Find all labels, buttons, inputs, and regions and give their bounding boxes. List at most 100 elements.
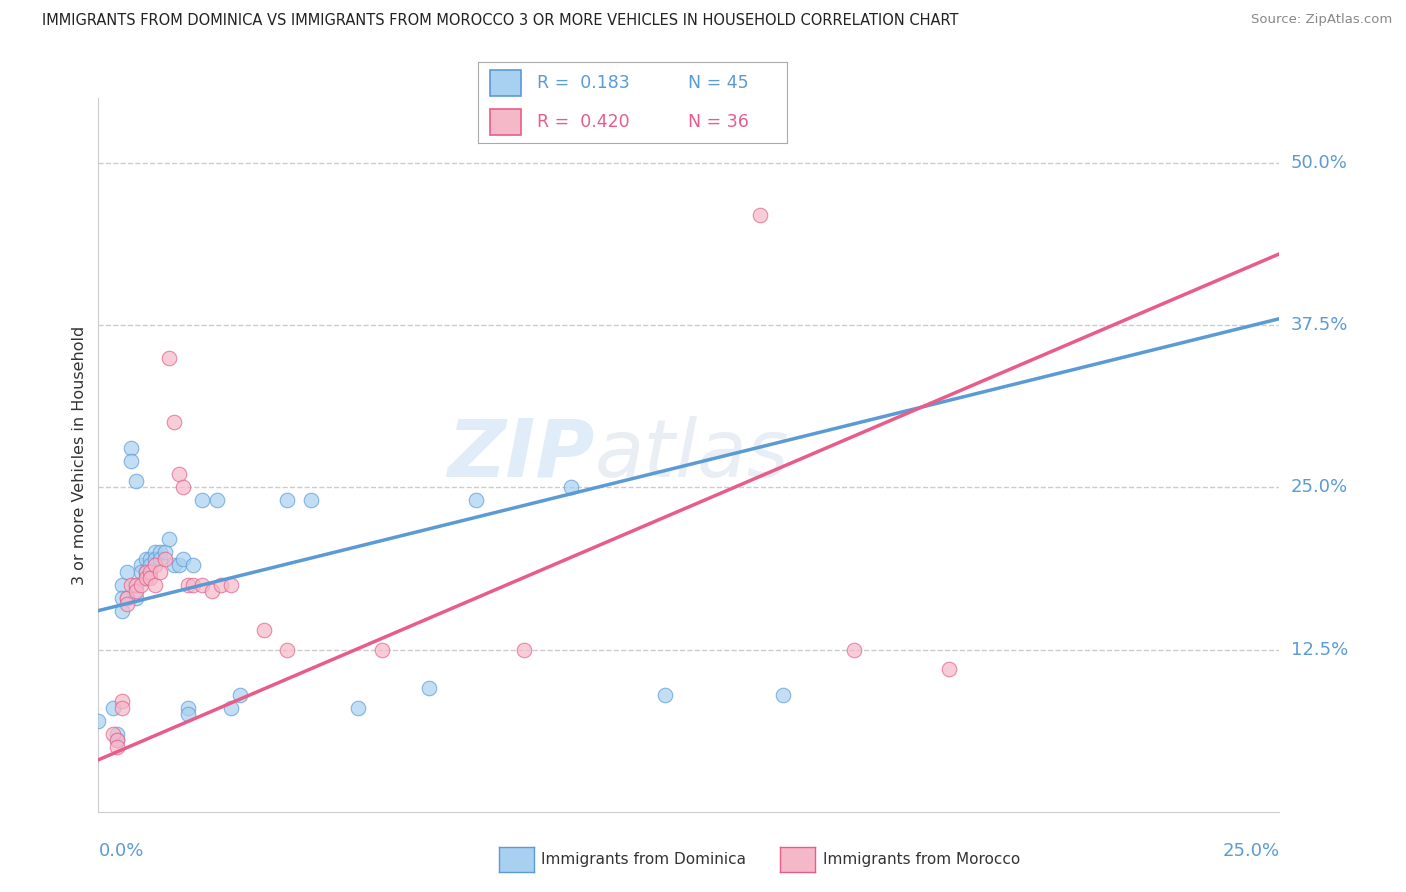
Point (201, 584, 224, 599)
Point (163, 558, 186, 573)
Point (111, 694, 134, 708)
Point (125, 577, 148, 591)
Point (129, 577, 152, 591)
Text: 0.0%: 0.0% (98, 842, 143, 860)
Point (115, 565, 138, 579)
Point (167, 467, 190, 482)
Point (177, 707, 200, 722)
Point (172, 551, 194, 566)
Y-axis label: 3 or more Vehicles in Household: 3 or more Vehicles in Household (72, 326, 87, 584)
Point (219, 701, 242, 715)
Point (371, 642, 394, 657)
Point (125, 584, 148, 599)
Point (135, 565, 157, 579)
Text: 50.0%: 50.0% (1291, 154, 1347, 172)
Point (111, 577, 134, 591)
Point (163, 416, 186, 430)
Point (191, 493, 214, 508)
Point (139, 551, 162, 566)
Point (191, 577, 214, 591)
Point (105, 733, 128, 747)
Point (121, 442, 143, 456)
Text: Source: ZipAtlas.com: Source: ZipAtlas.com (1251, 13, 1392, 27)
Point (129, 565, 152, 579)
Text: ZIP: ZIP (447, 416, 595, 494)
Point (167, 558, 190, 573)
FancyBboxPatch shape (491, 70, 522, 96)
Point (512, 642, 534, 657)
Text: IMMIGRANTS FROM DOMINICA VS IMMIGRANTS FROM MOROCCO 3 OR MORE VEHICLES IN HOUSEH: IMMIGRANTS FROM DOMINICA VS IMMIGRANTS F… (42, 13, 959, 29)
Point (253, 623, 276, 637)
Text: 25.0%: 25.0% (1222, 842, 1279, 860)
Point (87, 714, 110, 728)
Text: atlas: atlas (595, 416, 789, 494)
Point (135, 571, 157, 585)
Point (748, 208, 770, 222)
Text: Immigrants from Dominica: Immigrants from Dominica (541, 853, 747, 867)
FancyBboxPatch shape (491, 109, 522, 135)
Point (101, 727, 124, 741)
Point (111, 701, 134, 715)
Point (299, 493, 322, 508)
Point (143, 558, 166, 573)
Point (143, 551, 166, 566)
Point (125, 474, 148, 488)
Point (105, 733, 128, 747)
Point (105, 727, 128, 741)
Point (219, 577, 242, 591)
Point (205, 493, 228, 508)
Point (111, 591, 134, 605)
Point (153, 551, 176, 566)
Point (177, 701, 200, 715)
Point (157, 533, 180, 547)
Point (347, 701, 370, 715)
Point (115, 591, 138, 605)
Point (654, 688, 676, 702)
Point (139, 565, 162, 579)
Point (101, 701, 124, 715)
Point (149, 545, 172, 559)
Text: R =  0.183: R = 0.183 (537, 74, 630, 92)
Point (135, 551, 157, 566)
Text: 25.0%: 25.0% (1291, 478, 1348, 496)
Point (129, 558, 152, 573)
Point (181, 577, 204, 591)
Point (844, 642, 866, 657)
Text: 12.5%: 12.5% (1291, 640, 1348, 658)
Point (276, 493, 298, 508)
Point (111, 604, 134, 618)
Point (465, 493, 488, 508)
Point (105, 739, 128, 754)
Point (938, 662, 960, 676)
Point (209, 577, 232, 591)
Point (772, 688, 794, 702)
Text: N = 45: N = 45 (689, 74, 749, 92)
Point (229, 688, 252, 702)
Point (276, 642, 298, 657)
Point (139, 558, 162, 573)
Point (181, 558, 204, 573)
Point (121, 454, 143, 468)
Point (153, 545, 176, 559)
Point (143, 545, 166, 559)
Point (418, 681, 440, 696)
Point (177, 577, 200, 591)
Point (560, 480, 582, 494)
Point (135, 565, 157, 579)
Text: N = 36: N = 36 (689, 113, 749, 131)
Text: Immigrants from Morocco: Immigrants from Morocco (823, 853, 1019, 867)
Point (135, 571, 157, 585)
Point (115, 591, 138, 605)
Point (115, 597, 138, 611)
Point (143, 577, 166, 591)
Point (125, 577, 148, 591)
Point (125, 591, 148, 605)
Point (149, 551, 172, 566)
Point (172, 480, 194, 494)
Point (157, 351, 180, 365)
Point (139, 571, 162, 585)
Text: 37.5%: 37.5% (1291, 316, 1348, 334)
Point (121, 577, 143, 591)
Text: R =  0.420: R = 0.420 (537, 113, 630, 131)
Point (149, 565, 172, 579)
